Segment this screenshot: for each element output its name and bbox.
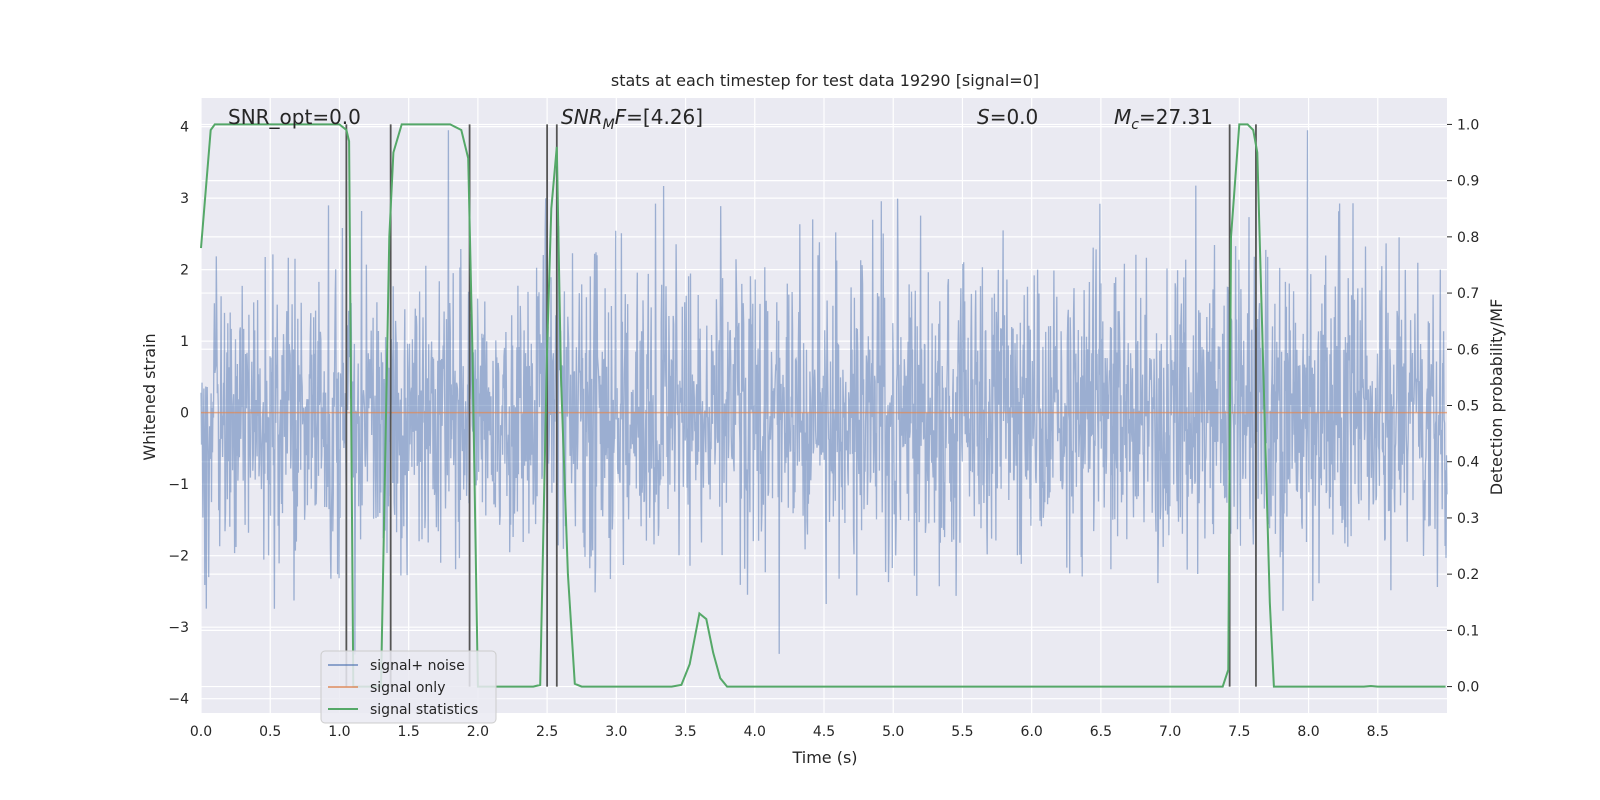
y-tick-label-right: 0.2 — [1457, 567, 1479, 583]
y-tick-label-left: 3 — [180, 191, 189, 207]
y-tick-label-right: 0.9 — [1457, 174, 1479, 190]
x-tick-label: 5.5 — [951, 724, 973, 740]
y-tick-label-left: 4 — [180, 120, 189, 136]
annotation-mc: Mc=27.31 — [1114, 105, 1213, 133]
y-tick-label-right: 1.0 — [1457, 117, 1479, 133]
x-tick-label: 1.5 — [398, 724, 420, 740]
chart-title: stats at each timestep for test data 192… — [611, 71, 1039, 90]
annotation-snr-opt: SNR_opt=0.0 — [228, 105, 361, 129]
statistic-series — [200, 123, 1446, 688]
y-tick-label-left: 2 — [180, 263, 189, 279]
x-tick-label: 5.0 — [882, 724, 904, 740]
x-tick-label: 8.0 — [1297, 724, 1319, 740]
y-tick-label-left: −2 — [168, 549, 189, 565]
annotation-s: S=0.0 — [977, 105, 1038, 129]
y-tick-label-right: 0.8 — [1457, 230, 1479, 246]
axis-ticks: 0.0 0.5 1.0 1.5 2.0 2.5 3.0 3.5 4.0 4.5 5.0 5.5 6.0 6… — [168, 117, 1479, 740]
x-tick-label: 1.0 — [328, 724, 350, 740]
x-tick-label: 6.5 — [1090, 724, 1112, 740]
y-tick-label-right: 0.4 — [1457, 455, 1479, 471]
y-tick-label-right: 0.1 — [1457, 623, 1479, 639]
legend-label-noise: signal+ noise — [370, 658, 465, 674]
noise-trace — [200, 130, 1448, 655]
y-tick-label-right: 0.7 — [1457, 286, 1479, 302]
legend-label-signal: signal only — [370, 680, 445, 696]
x-axis-label: Time (s) — [791, 748, 857, 767]
statistic-line — [200, 123, 1446, 688]
x-tick-label: 3.5 — [674, 724, 696, 740]
y-tick-label-right: 0.6 — [1457, 342, 1479, 358]
x-tick-label: 2.5 — [536, 724, 558, 740]
legend-box — [320, 650, 497, 724]
y-axis-label-right: Detection probability/MF — [1487, 299, 1506, 496]
legend: signal+ noise signal only signal statist… — [320, 650, 497, 724]
x-tick-label: 0.5 — [259, 724, 281, 740]
y-tick-label-left: −3 — [168, 620, 189, 636]
x-tick-label: 8.5 — [1367, 724, 1389, 740]
x-tick-label: 0.0 — [190, 724, 212, 740]
y-tick-label-left: 1 — [180, 334, 189, 350]
x-tick-label: 4.0 — [744, 724, 766, 740]
y-tick-label-left: −4 — [168, 692, 189, 708]
y-tick-label-right: 0.3 — [1457, 511, 1479, 527]
noise-series — [200, 130, 1448, 655]
y-tick-label-right: 0.5 — [1457, 399, 1479, 415]
y-tick-label-left: 0 — [180, 406, 189, 422]
y-tick-label-left: −1 — [168, 477, 189, 493]
x-tick-label: 3.0 — [605, 724, 627, 740]
y-tick-label-right: 0.0 — [1457, 680, 1479, 696]
legend-label-statistic: signal statistics — [370, 702, 478, 718]
x-tick-label: 2.0 — [467, 724, 489, 740]
annotation-snr-mf: SNRMF=[4.26] — [561, 105, 703, 133]
x-tick-label: 4.5 — [813, 724, 835, 740]
x-tick-label: 6.0 — [1021, 724, 1043, 740]
x-tick-label: 7.0 — [1159, 724, 1181, 740]
x-tick-label: 7.5 — [1228, 724, 1250, 740]
y-axis-label-left: Whitened strain — [140, 333, 159, 460]
